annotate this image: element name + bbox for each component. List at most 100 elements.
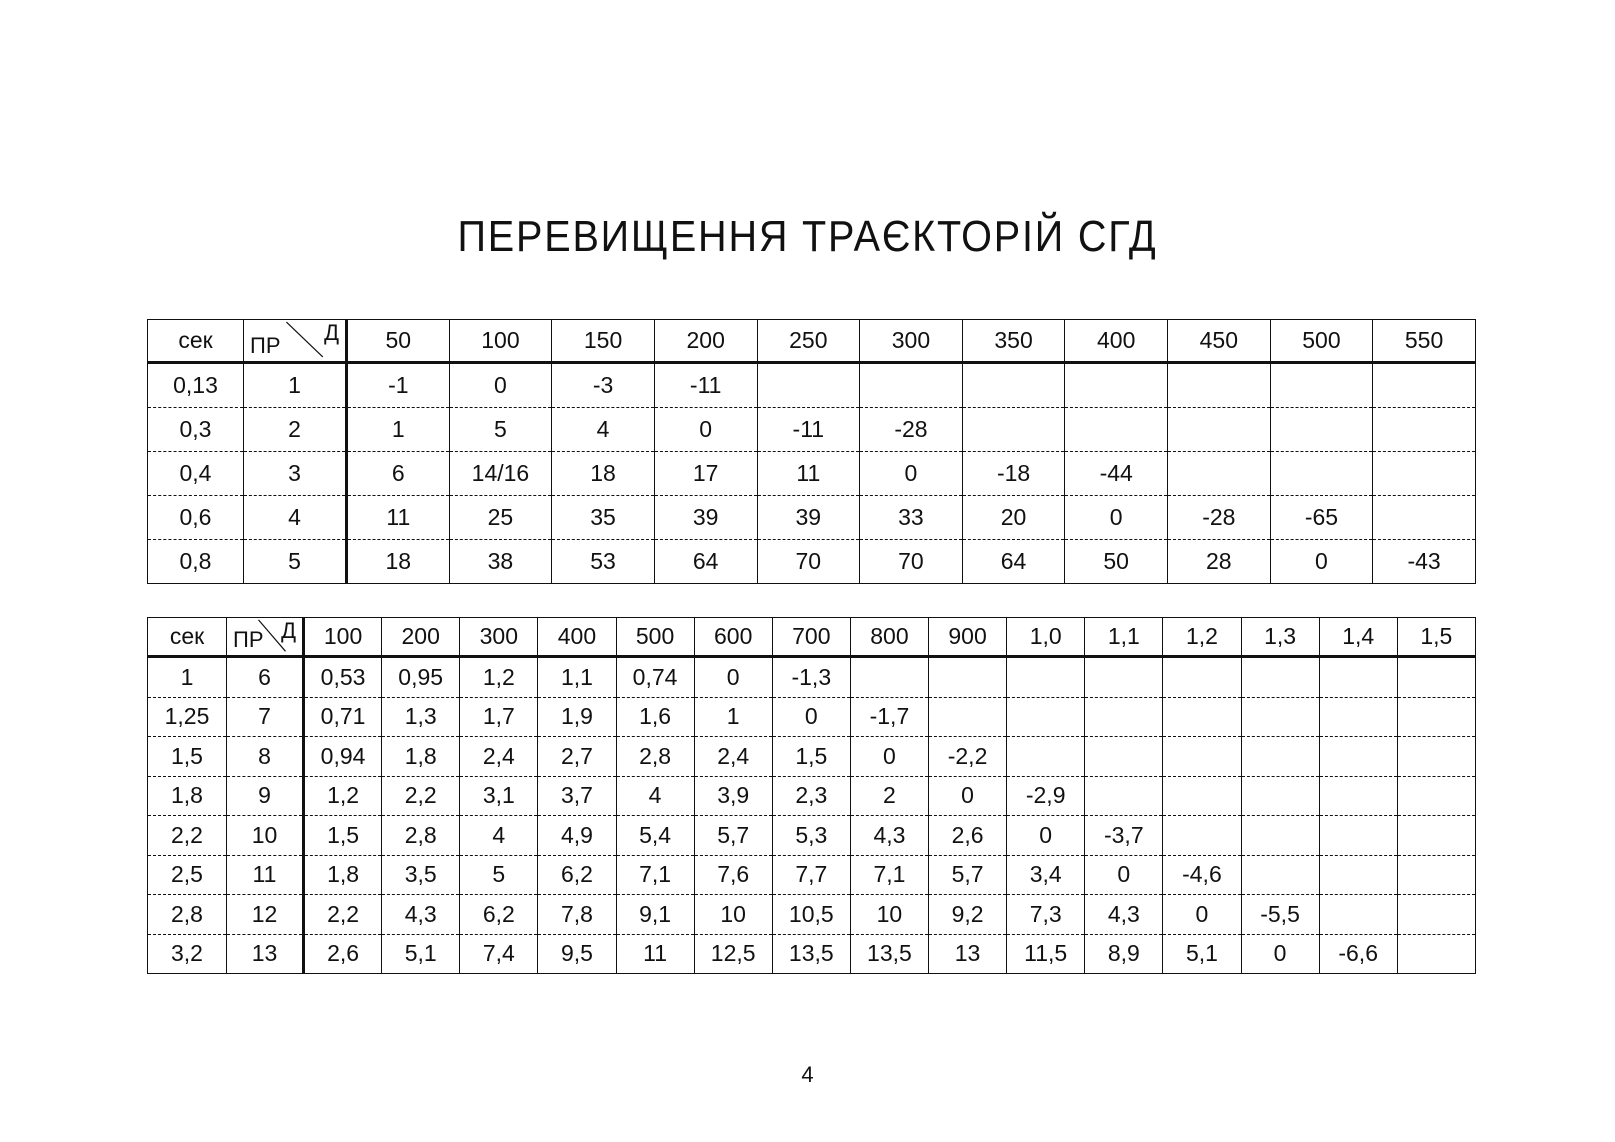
cell-pr: 11: [226, 855, 305, 895]
cell-value: [1318, 815, 1398, 856]
cell-value: 18: [346, 539, 450, 584]
header-distance: 150: [551, 319, 655, 364]
cell-value: -1,3: [771, 656, 851, 698]
cell-value: 1,3: [381, 697, 460, 737]
header-row: сек ПР Д 100 200 300 400 500 600 700 800 900 1,0 1,…: [147, 617, 1476, 658]
cell-value: 0,94: [302, 736, 382, 777]
cell-value: 0: [859, 451, 963, 496]
cell-value: -2,2: [927, 736, 1007, 777]
cell-value: 1,8: [381, 736, 460, 777]
header-d: Д: [324, 320, 339, 345]
cell-value: [961, 407, 1065, 452]
cell-value: 8,9: [1084, 934, 1163, 974]
cell-value: [1162, 697, 1241, 737]
cell-value: [1006, 656, 1085, 698]
cell-value: 4,3: [1084, 894, 1163, 935]
cell-value: 10: [849, 894, 929, 935]
cell-sec: 2,2: [147, 815, 227, 856]
cell-value: -28: [1167, 495, 1271, 540]
header-pr: ПР: [233, 627, 264, 652]
cell-value: [1240, 815, 1320, 856]
header-distance: 1,3: [1240, 617, 1320, 658]
cell-value: [1162, 815, 1241, 856]
cell-value: [1084, 736, 1163, 777]
cell-value: 1,8: [302, 855, 382, 895]
cell-value: -6,6: [1318, 934, 1398, 974]
cell-value: -44: [1064, 451, 1168, 496]
cell-value: [1372, 495, 1476, 540]
cell-value: -43: [1372, 539, 1476, 584]
header-distance: 250: [756, 319, 860, 364]
cell-sec: 0,13: [147, 362, 244, 408]
cell-value: 1,2: [459, 656, 538, 698]
cell-value: 50: [1064, 539, 1168, 584]
header-distance: 400: [537, 617, 616, 658]
cell-value: [927, 656, 1007, 698]
cell-sec: 0,8: [147, 539, 244, 584]
table-row: 0,4 3 6 14/16 18 17 11 0 -18 -44: [147, 451, 1476, 496]
cell-value: [849, 656, 929, 698]
cell-value: [1167, 362, 1271, 408]
cell-value: [1318, 656, 1398, 698]
cell-value: -1,7: [849, 697, 929, 737]
table-row: 0,13 1 -1 0 -3 -11: [147, 362, 1476, 408]
cell-value: 4,3: [849, 815, 929, 856]
cell-value: 7,8: [537, 894, 616, 935]
trajectory-table-1: сек ПР Д 50 100 150 200 250 300 350 400 450 500 550…: [147, 319, 1476, 584]
cell-value: 35: [551, 495, 655, 540]
cell-value: 6,2: [537, 855, 616, 895]
header-row: сек ПР Д 50 100 150 200 250 300 350 400 450 500 550: [147, 319, 1476, 364]
cell-value: 2,2: [302, 894, 382, 935]
cell-value: 2,4: [459, 736, 538, 777]
cell-value: [1318, 855, 1398, 895]
cell-value: 7,7: [771, 855, 851, 895]
cell-value: 13: [927, 934, 1007, 974]
cell-sec: 1,25: [147, 697, 227, 737]
cell-sec: 0,6: [147, 495, 244, 540]
cell-value: [1318, 894, 1398, 935]
cell-value: 2,8: [381, 815, 460, 856]
header-sec: сек: [147, 617, 227, 658]
cell-value: 1,5: [771, 736, 851, 777]
cell-value: 38: [448, 539, 552, 584]
cell-value: 13,5: [771, 934, 851, 974]
header-distance: 100: [302, 617, 382, 658]
table-row: 2,5 11 1,8 3,5 5 6,2 7,1 7,6 7,7 7,1 5,7 3,4 0 -4,6: [147, 855, 1476, 895]
header-distance: 600: [693, 617, 773, 658]
cell-value: [1269, 407, 1373, 452]
header-sec: сек: [147, 319, 244, 364]
cell-value: 1,5: [302, 815, 382, 856]
cell-pr: 7: [226, 697, 305, 737]
cell-sec: 1,5: [147, 736, 227, 777]
cell-value: 53: [551, 539, 655, 584]
cell-value: [1396, 815, 1476, 856]
cell-value: -1: [346, 362, 450, 408]
cell-value: 2,4: [693, 736, 773, 777]
cell-value: 7,1: [849, 855, 929, 895]
cell-pr: 13: [226, 934, 305, 974]
cell-value: 4: [551, 407, 655, 452]
cell-value: 4,9: [537, 815, 616, 856]
cell-value: 70: [859, 539, 963, 584]
cell-value: 7,4: [459, 934, 538, 974]
cell-value: -3,7: [1084, 815, 1163, 856]
cell-value: [1396, 697, 1476, 737]
header-distance: 1,5: [1396, 617, 1476, 658]
header-distance: 500: [1269, 319, 1373, 364]
cell-value: 10: [693, 894, 773, 935]
table-row: 1 6 0,53 0,95 1,2 1,1 0,74 0 -1,3: [147, 656, 1476, 698]
cell-value: [859, 362, 963, 408]
cell-value: [1269, 362, 1373, 408]
cell-value: 18: [551, 451, 655, 496]
cell-value: 11: [756, 451, 860, 496]
cell-sec: 3,2: [147, 934, 227, 974]
trajectory-table-2: сек ПР Д 100 200 300 400 500 600 700 800 900 1,0 1,…: [147, 617, 1476, 974]
cell-value: 9,2: [927, 894, 1007, 935]
cell-value: 2,6: [302, 934, 382, 974]
cell-value: 0: [1269, 539, 1373, 584]
cell-value: [1318, 776, 1398, 816]
cell-value: 0,53: [302, 656, 382, 698]
cell-pr: 6: [226, 656, 305, 698]
header-distance: 1,4: [1318, 617, 1398, 658]
table-row: 1,25 7 0,71 1,3 1,7 1,9 1,6 1 0 -1,7: [147, 697, 1476, 737]
